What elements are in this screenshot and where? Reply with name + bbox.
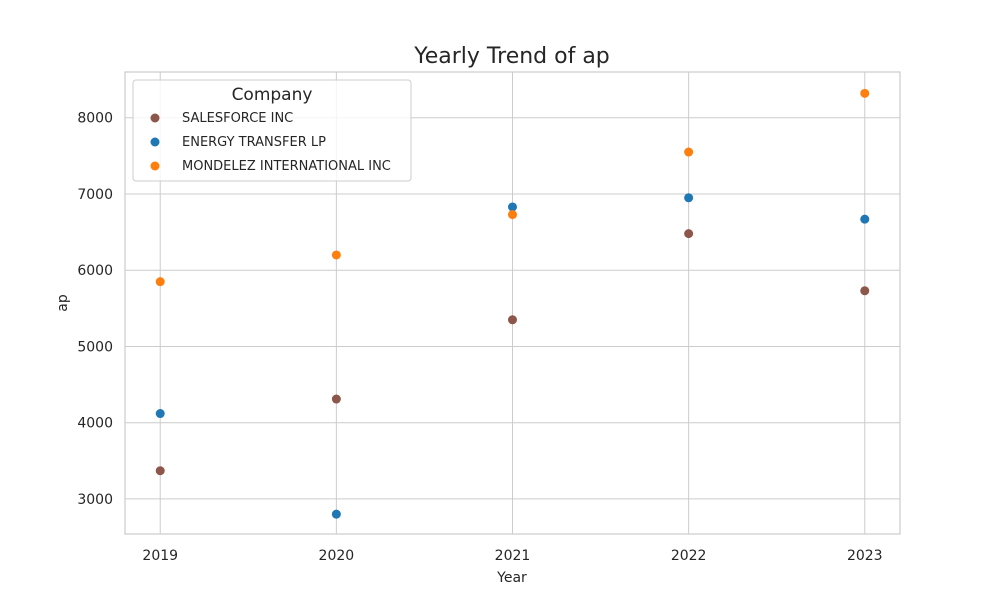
x-tick-label: 2019	[142, 548, 178, 564]
legend: Company SALESFORCE INC ENERGY TRANSFER LP…	[132, 79, 412, 182]
x-tick-label: 2022	[671, 548, 707, 564]
chart-title: Yearly Trend of ap	[413, 44, 610, 69]
y-tick-label: 6000	[77, 263, 113, 279]
y-tick-label: 7000	[77, 187, 113, 203]
data-point-series-0-2019	[155, 466, 165, 476]
plot-area	[124, 71, 901, 535]
legend-entry-label: SALESFORCE INC	[182, 111, 293, 126]
legend-entry-label: ENERGY TRANSFER LP	[182, 135, 326, 150]
data-point-series-0-2020	[331, 394, 341, 404]
legend-box	[132, 79, 412, 182]
legend-marker	[150, 161, 160, 171]
legend-entry-label: MONDELEZ INTERNATIONAL INC	[182, 159, 391, 174]
data-point-series-1-2021	[508, 202, 517, 212]
data-point-series-2-2023	[860, 88, 870, 98]
tick-labels: 2019 2020 2021 2022 2023 3000 4000 5000 6000 7000…	[77, 111, 882, 564]
y-tick-label: 8000	[77, 111, 113, 127]
x-axis-label: Year	[496, 570, 527, 586]
data-point-series-2-2019	[155, 277, 165, 287]
grid	[125, 72, 900, 534]
data-points	[155, 88, 870, 519]
data-point-series-1-2023	[860, 214, 870, 224]
data-point-series-1-2020	[331, 509, 341, 519]
legend-title: Company	[232, 85, 313, 105]
legend-marker	[150, 113, 160, 123]
x-tick-label: 2023	[847, 548, 883, 564]
y-tick-label: 3000	[77, 492, 113, 508]
y-axis-label: ap	[55, 294, 71, 312]
x-tick-label: 2021	[495, 548, 531, 564]
data-point-series-1-2019	[155, 409, 165, 419]
y-tick-label: 4000	[77, 416, 113, 432]
data-point-series-0-2023	[860, 286, 870, 296]
data-point-series-1-2022	[684, 193, 694, 203]
data-point-series-0-2022	[684, 229, 694, 239]
data-point-series-2-2020	[331, 250, 341, 260]
x-tick-label: 2020	[319, 548, 355, 564]
data-point-series-2-2021	[508, 210, 517, 220]
data-point-series-0-2021	[508, 315, 517, 325]
y-tick-label: 5000	[77, 339, 113, 355]
data-point-series-2-2022	[684, 147, 694, 157]
legend-marker	[150, 137, 160, 147]
